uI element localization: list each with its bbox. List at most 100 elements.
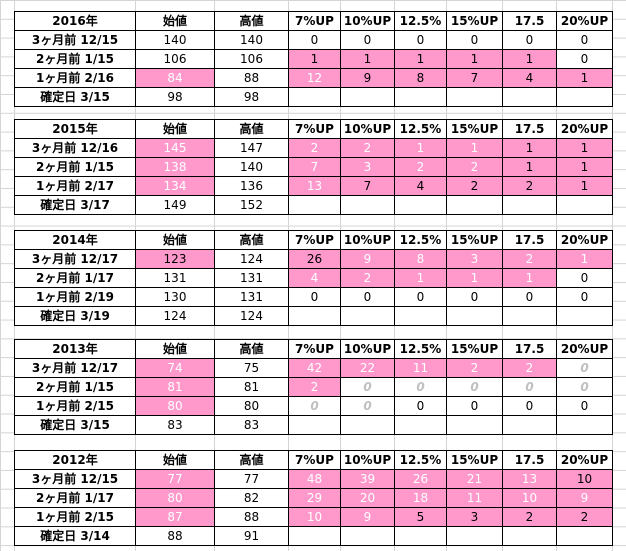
value-cell[interactable]: 131 (214, 287, 289, 307)
column-header-cell[interactable]: 20%UP (556, 339, 613, 359)
value-cell[interactable]: 1 (340, 49, 395, 69)
column-header-cell[interactable]: 始値 (135, 450, 215, 470)
value-cell[interactable]: 0 (340, 30, 395, 50)
value-cell[interactable] (288, 415, 341, 435)
value-cell[interactable]: 0 (556, 49, 613, 69)
value-cell[interactable]: 3 (340, 157, 395, 177)
column-header-cell[interactable]: 20%UP (556, 230, 613, 250)
column-header-cell[interactable]: 15%UP (446, 450, 503, 470)
value-cell[interactable]: 0 (446, 287, 503, 307)
value-cell[interactable]: 0 (340, 287, 395, 307)
value-cell[interactable]: 0 (556, 268, 613, 288)
value-cell[interactable]: 1 (502, 157, 557, 177)
value-cell[interactable]: 80 (214, 396, 289, 416)
value-cell[interactable]: 7 (288, 157, 341, 177)
value-cell[interactable] (394, 87, 447, 107)
value-cell[interactable]: 9 (340, 507, 395, 527)
value-cell[interactable]: 2 (502, 358, 557, 378)
value-cell[interactable]: 13 (288, 176, 341, 196)
value-cell[interactable]: 2 (446, 157, 503, 177)
column-header-cell[interactable]: 7%UP (288, 230, 341, 250)
value-cell[interactable]: 98 (214, 87, 289, 107)
value-cell[interactable]: 10 (288, 507, 341, 527)
value-cell[interactable]: 80 (135, 396, 215, 416)
value-cell[interactable]: 2 (446, 358, 503, 378)
value-cell[interactable]: 1 (446, 268, 503, 288)
value-cell[interactable] (502, 195, 557, 215)
value-cell[interactable]: 7 (340, 176, 395, 196)
row-label-cell[interactable]: 2ヶ月前 1/17 (14, 488, 136, 508)
column-header-cell[interactable]: 20%UP (556, 11, 613, 31)
row-label-cell[interactable]: 確定日 3/15 (14, 415, 136, 435)
value-cell[interactable]: 0 (502, 377, 557, 397)
value-cell[interactable]: 0 (394, 30, 447, 50)
value-cell[interactable]: 124 (135, 306, 215, 326)
value-cell[interactable]: 48 (288, 469, 341, 489)
value-cell[interactable]: 2 (340, 138, 395, 158)
value-cell[interactable]: 98 (135, 87, 215, 107)
value-cell[interactable] (556, 87, 613, 107)
value-cell[interactable]: 29 (288, 488, 341, 508)
value-cell[interactable]: 83 (135, 415, 215, 435)
value-cell[interactable]: 0 (340, 377, 395, 397)
value-cell[interactable]: 2 (556, 507, 613, 527)
column-header-cell[interactable]: 12.5% (394, 11, 447, 31)
value-cell[interactable] (394, 306, 447, 326)
value-cell[interactable]: 123 (135, 249, 215, 269)
value-cell[interactable]: 1 (446, 138, 503, 158)
value-cell[interactable]: 4 (502, 68, 557, 88)
column-header-cell[interactable]: 15%UP (446, 119, 503, 139)
value-cell[interactable]: 0 (446, 377, 503, 397)
value-cell[interactable] (556, 526, 613, 546)
row-label-cell[interactable]: 1ヶ月前 2/16 (14, 68, 136, 88)
value-cell[interactable]: 145 (135, 138, 215, 158)
column-header-cell[interactable]: 高値 (214, 119, 289, 139)
value-cell[interactable]: 75 (214, 358, 289, 378)
value-cell[interactable] (446, 87, 503, 107)
value-cell[interactable]: 83 (214, 415, 289, 435)
value-cell[interactable]: 0 (556, 358, 613, 378)
value-cell[interactable]: 11 (394, 358, 447, 378)
column-header-cell[interactable]: 12.5% (394, 119, 447, 139)
value-cell[interactable] (502, 87, 557, 107)
value-cell[interactable] (394, 415, 447, 435)
value-cell[interactable] (340, 415, 395, 435)
row-label-cell[interactable]: 3ヶ月前 12/16 (14, 138, 136, 158)
value-cell[interactable]: 10 (502, 488, 557, 508)
value-cell[interactable]: 1 (502, 49, 557, 69)
value-cell[interactable]: 26 (288, 249, 341, 269)
value-cell[interactable]: 1 (502, 138, 557, 158)
value-cell[interactable]: 8 (394, 68, 447, 88)
value-cell[interactable] (446, 306, 503, 326)
row-label-cell[interactable]: 確定日 3/14 (14, 526, 136, 546)
value-cell[interactable] (340, 526, 395, 546)
value-cell[interactable] (340, 87, 395, 107)
column-header-cell[interactable]: 始値 (135, 119, 215, 139)
value-cell[interactable]: 1 (288, 49, 341, 69)
value-cell[interactable]: 11 (446, 488, 503, 508)
column-header-cell[interactable]: 7%UP (288, 119, 341, 139)
column-header-cell[interactable]: 7%UP (288, 11, 341, 31)
value-cell[interactable]: 1 (394, 138, 447, 158)
column-header-cell[interactable]: 10%UP (340, 339, 395, 359)
value-cell[interactable]: 106 (135, 49, 215, 69)
value-cell[interactable]: 138 (135, 157, 215, 177)
value-cell[interactable]: 80 (135, 488, 215, 508)
row-label-cell[interactable]: 2ヶ月前 1/17 (14, 268, 136, 288)
column-header-cell[interactable]: 10%UP (340, 230, 395, 250)
value-cell[interactable] (446, 415, 503, 435)
column-header-cell[interactable]: 17.5 (502, 450, 557, 470)
year-cell[interactable]: 2015年 (14, 119, 136, 139)
value-cell[interactable]: 7 (446, 68, 503, 88)
value-cell[interactable]: 20 (340, 488, 395, 508)
value-cell[interactable]: 0 (556, 287, 613, 307)
value-cell[interactable]: 1 (556, 68, 613, 88)
row-label-cell[interactable]: 3ヶ月前 12/17 (14, 358, 136, 378)
value-cell[interactable]: 0 (288, 287, 341, 307)
value-cell[interactable]: 1 (556, 157, 613, 177)
value-cell[interactable]: 147 (214, 138, 289, 158)
value-cell[interactable]: 1 (394, 49, 447, 69)
value-cell[interactable]: 140 (214, 30, 289, 50)
value-cell[interactable]: 2 (288, 377, 341, 397)
row-label-cell[interactable]: 3ヶ月前 12/15 (14, 469, 136, 489)
